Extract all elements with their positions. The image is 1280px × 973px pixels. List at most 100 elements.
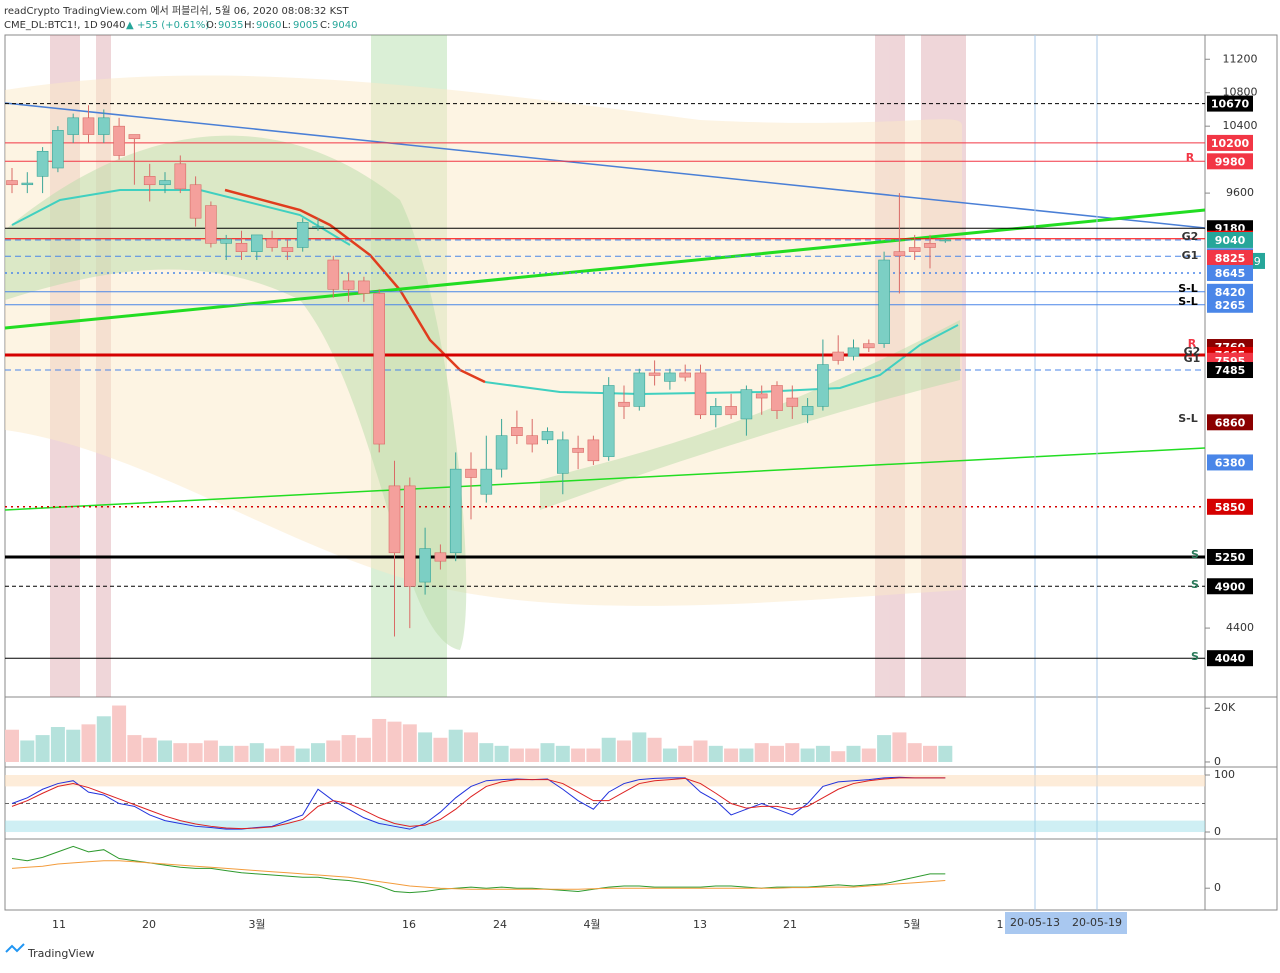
candle-body (67, 117, 79, 135)
volume-bar (112, 705, 127, 762)
price-badge (1207, 283, 1253, 300)
annotation: G2 (1182, 230, 1199, 243)
y-tick-label: 0 (1214, 755, 1221, 768)
volume-bar (188, 743, 203, 762)
candle-body (388, 485, 401, 554)
price-badge (1207, 362, 1253, 379)
volume-bar (907, 743, 922, 762)
candle-body (21, 182, 34, 186)
volume-bar (923, 745, 937, 762)
price-label: 4040 (1215, 652, 1246, 665)
x-tick-label: 3월 (248, 918, 265, 931)
volume-bar (20, 740, 35, 762)
volume-bar (81, 724, 96, 762)
price-label: 8420 (1215, 286, 1246, 299)
volume-bar (540, 743, 555, 762)
candle-body (648, 372, 661, 376)
x-tick-label: 24 (493, 918, 507, 931)
volume-bar (831, 751, 846, 762)
volume-bar (770, 745, 784, 762)
volume-bar (448, 729, 463, 762)
price-label: 8645 (1215, 267, 1246, 280)
candle-body (98, 117, 110, 135)
annotation: R (1186, 151, 1195, 164)
annotation: S-L (1178, 295, 1198, 308)
range-box (1005, 912, 1127, 934)
volume-bar (402, 724, 417, 762)
annotation: G1 (1182, 249, 1199, 262)
volume-bar (647, 737, 662, 762)
price-badge (1207, 498, 1253, 515)
volume-bar (815, 745, 830, 762)
volume-bar (708, 745, 723, 762)
annotation: S (1191, 650, 1199, 663)
volume-bar (127, 735, 142, 762)
candle-body (587, 439, 600, 462)
candle-body (862, 343, 875, 349)
candle-body (403, 485, 416, 587)
candle-body (373, 293, 386, 445)
footer: TradingView (5, 943, 94, 960)
price-label: 9980 (1215, 155, 1246, 168)
price-badge (1207, 249, 1253, 266)
candle-body (541, 431, 554, 441)
candle-body (143, 176, 156, 186)
y-tick-label: 100 (1214, 768, 1235, 781)
price-label: 10670 (1211, 98, 1250, 111)
candle-body (664, 372, 676, 382)
annotation: R (1188, 337, 1197, 350)
price-badge (1207, 231, 1253, 248)
candle-body (128, 134, 141, 140)
range-label: 20-05-19 (1072, 916, 1122, 929)
header: readCrypto TradingView.com 에서 퍼블리쉬, 5월 0… (4, 5, 357, 31)
stoch-d (11, 777, 946, 830)
change-arrow: ▲ (126, 20, 134, 31)
candle-body (189, 184, 202, 219)
candle-body (327, 259, 340, 290)
volume-bar (846, 745, 861, 762)
price-label: 8265 (1215, 299, 1246, 312)
annotation: S-L (1178, 412, 1198, 425)
logo (5, 943, 25, 953)
volume-bar (249, 743, 264, 762)
volume-bar (678, 745, 693, 762)
candle-body (893, 251, 906, 257)
annotation: S (1191, 548, 1199, 561)
volume-bar (479, 743, 494, 762)
volume-bar (203, 740, 218, 762)
brand: TradingView (27, 947, 94, 960)
candle-body (251, 234, 263, 252)
frames (4, 34, 1278, 911)
volume-bar (464, 732, 478, 762)
volume-bar (662, 748, 677, 762)
candle-body (878, 259, 890, 344)
x-tick-label: 1 (997, 918, 1004, 931)
price-label: 7485 (1215, 364, 1246, 377)
volume-bar (35, 735, 50, 762)
o-value: 9035 (218, 20, 243, 31)
symbol: CME_DL:BTC1!, 1D (4, 20, 98, 31)
price-label: 8825 (1215, 252, 1246, 265)
candle-body (694, 372, 707, 416)
annotation: G1 (1184, 352, 1201, 365)
stoch-zone (5, 820, 1205, 833)
price-label: 6380 (1215, 456, 1246, 469)
macd-slow (11, 860, 946, 890)
l-label: L: (282, 20, 291, 31)
volume-bar (50, 727, 65, 762)
candle-body (419, 548, 431, 583)
y-tick-label: 9600 (1226, 186, 1254, 199)
volume-bar (372, 718, 387, 762)
price-label: 5250 (1215, 551, 1246, 564)
candle-body (556, 439, 569, 474)
y-tick-label: 10800 (1223, 86, 1258, 99)
ma-line (11, 189, 351, 246)
candle-body (82, 117, 95, 135)
candle-body (358, 280, 370, 294)
volume-bar (586, 748, 601, 762)
candle-body (281, 247, 294, 252)
price-label: 4900 (1215, 580, 1246, 593)
volume-bar (219, 745, 234, 762)
